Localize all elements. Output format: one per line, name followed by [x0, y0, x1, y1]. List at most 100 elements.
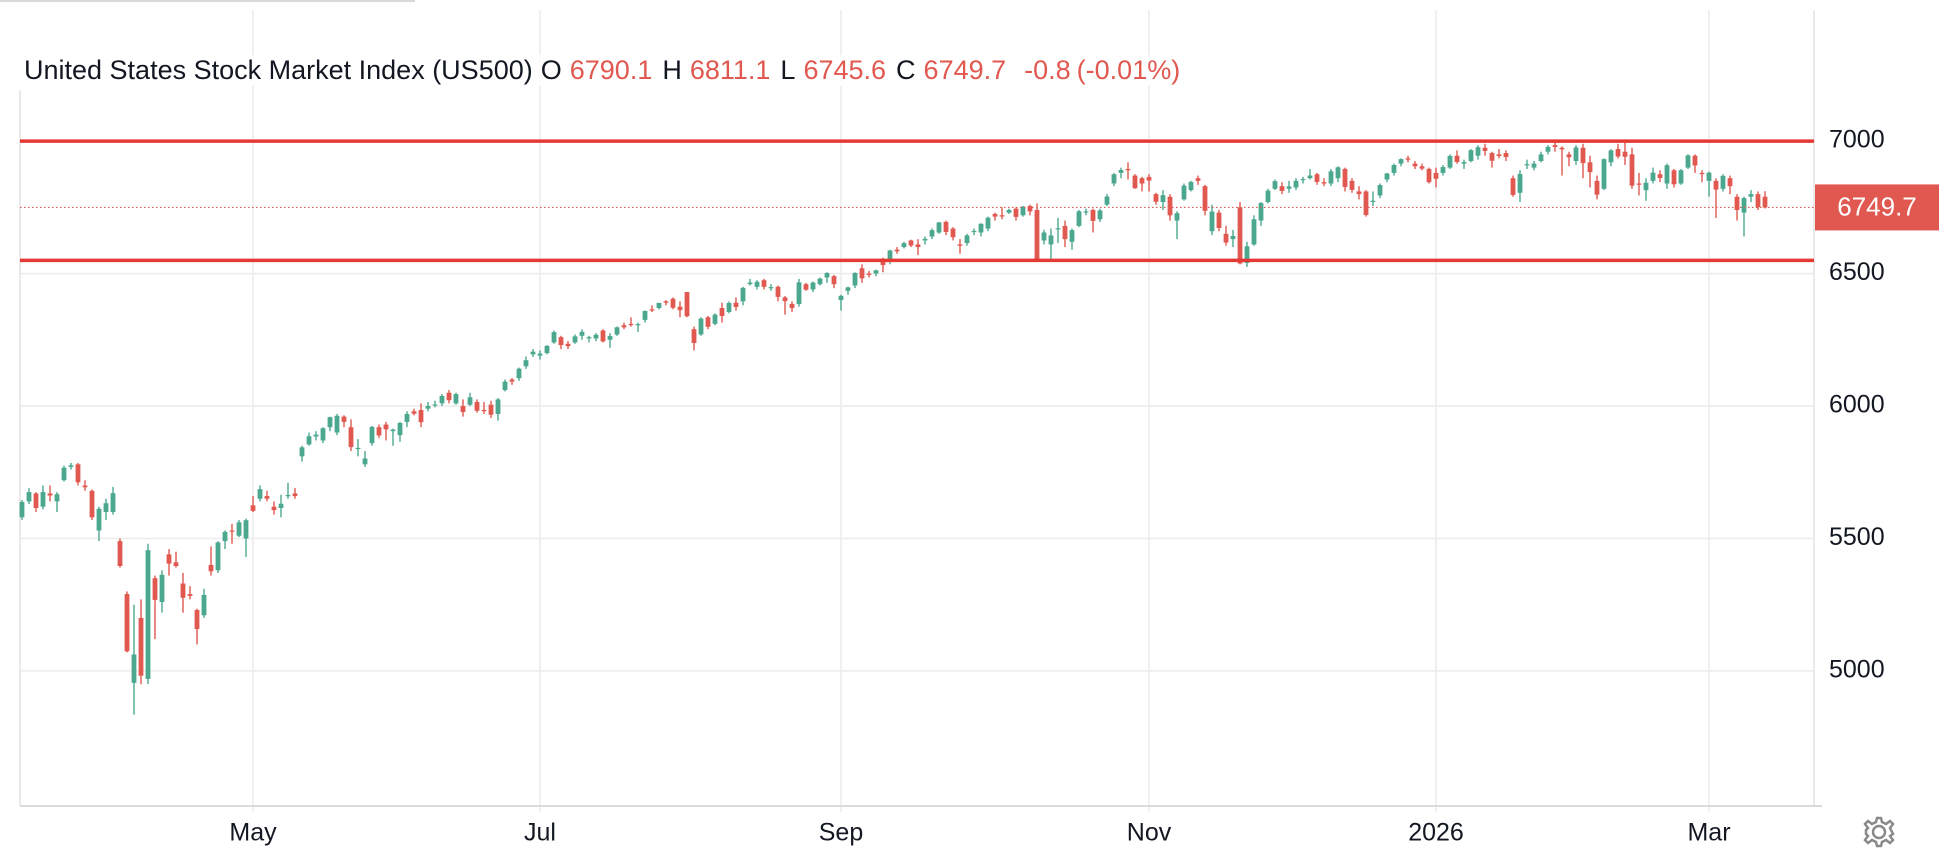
y-tick-label: 7000 [1829, 126, 1885, 154]
candle-body [516, 368, 522, 379]
candle-body [327, 417, 333, 428]
candle-body [376, 427, 382, 436]
candle-body [460, 406, 466, 413]
candle-body [82, 485, 88, 488]
candle-body [530, 351, 536, 355]
candle-body [390, 429, 396, 432]
candle-body [796, 282, 802, 305]
candle-body [243, 520, 249, 539]
x-tick-label: Nov [1127, 819, 1172, 847]
candle-body [1209, 211, 1215, 232]
candle-body [922, 238, 928, 241]
candle-body [418, 409, 424, 423]
candle-body [754, 281, 760, 287]
candle-body [894, 249, 900, 252]
candle-body [586, 337, 592, 339]
candle-body [1055, 228, 1061, 230]
candle-body [1720, 175, 1726, 189]
candle-body [215, 542, 221, 571]
candle-body [1090, 209, 1096, 221]
candle-body [1405, 158, 1411, 160]
candle-body [1251, 219, 1257, 245]
candle-body [1461, 162, 1467, 164]
candle-body [411, 411, 417, 414]
candle-body [187, 594, 193, 596]
candle-body [1125, 168, 1131, 171]
candle-body [971, 230, 977, 233]
candle-body [1601, 159, 1607, 189]
candle-body [467, 397, 473, 405]
candle-body [278, 503, 284, 508]
candle-body [299, 447, 305, 457]
candle-body [607, 336, 613, 340]
candle-body [1622, 151, 1628, 157]
candle-body [502, 381, 508, 391]
candle-body [635, 324, 641, 326]
candle-body [131, 654, 137, 683]
settings-icon[interactable] [1863, 816, 1895, 848]
candle-body [1265, 190, 1271, 203]
candle-body [1671, 170, 1677, 185]
candle-body [768, 287, 774, 289]
candle-body [712, 314, 718, 324]
candle-body [33, 493, 39, 508]
candle-body [698, 318, 704, 335]
candle-body [957, 244, 963, 246]
candle-body [1545, 146, 1551, 152]
candle-body [1664, 165, 1670, 184]
candle-body [1272, 181, 1278, 189]
candle-body [1097, 210, 1103, 220]
candle-body [1608, 150, 1614, 163]
candle-body [1342, 168, 1348, 187]
candle-body [1202, 186, 1208, 211]
candle-body [383, 424, 389, 430]
candle-body [817, 278, 823, 285]
candle-body [1517, 173, 1523, 193]
candle-body [824, 273, 830, 278]
candle-body [236, 522, 242, 536]
candle-body [789, 304, 795, 309]
candle-body [964, 235, 970, 244]
candle-body [649, 309, 655, 311]
candle-body [152, 578, 158, 600]
candle-body [250, 505, 256, 511]
candle-body [1531, 163, 1537, 168]
candle-body [1475, 147, 1481, 156]
y-tick-label: 5000 [1829, 656, 1885, 684]
candle-body [1650, 172, 1656, 181]
candle-body [1748, 194, 1754, 197]
candle-body [1482, 147, 1488, 151]
candle-body [397, 422, 403, 436]
candle-body [159, 574, 165, 603]
candle-body [852, 273, 858, 286]
candle-body [1377, 185, 1383, 196]
candle-body [859, 268, 865, 279]
legend-header: United States Stock Market Index (US500)… [24, 55, 1191, 86]
candle-body [572, 336, 578, 343]
candle-body [439, 395, 445, 404]
candle-body [201, 594, 207, 616]
candle-body [194, 609, 200, 630]
candle-body [1524, 164, 1530, 166]
candle-body [404, 413, 410, 422]
candle-body [285, 495, 291, 497]
candle-body [544, 345, 550, 354]
candle-body [47, 493, 53, 496]
candle-body [313, 434, 319, 437]
candle-body [1104, 196, 1110, 205]
candle-body [1692, 155, 1698, 166]
candle-body [1349, 180, 1355, 190]
low-value: 6745.6 [803, 55, 887, 85]
candle-body [1013, 208, 1019, 217]
candle-body [1412, 163, 1418, 167]
settings-icon-gear [1863, 816, 1895, 848]
candle-body [1335, 167, 1341, 179]
candle-body [705, 317, 711, 327]
x-tick-label: May [229, 819, 277, 847]
candle-body [1559, 147, 1565, 150]
candle-body [1447, 155, 1453, 168]
candle-body [1706, 172, 1712, 181]
candle-body [1566, 154, 1572, 158]
ohlc-label: L [780, 55, 796, 85]
